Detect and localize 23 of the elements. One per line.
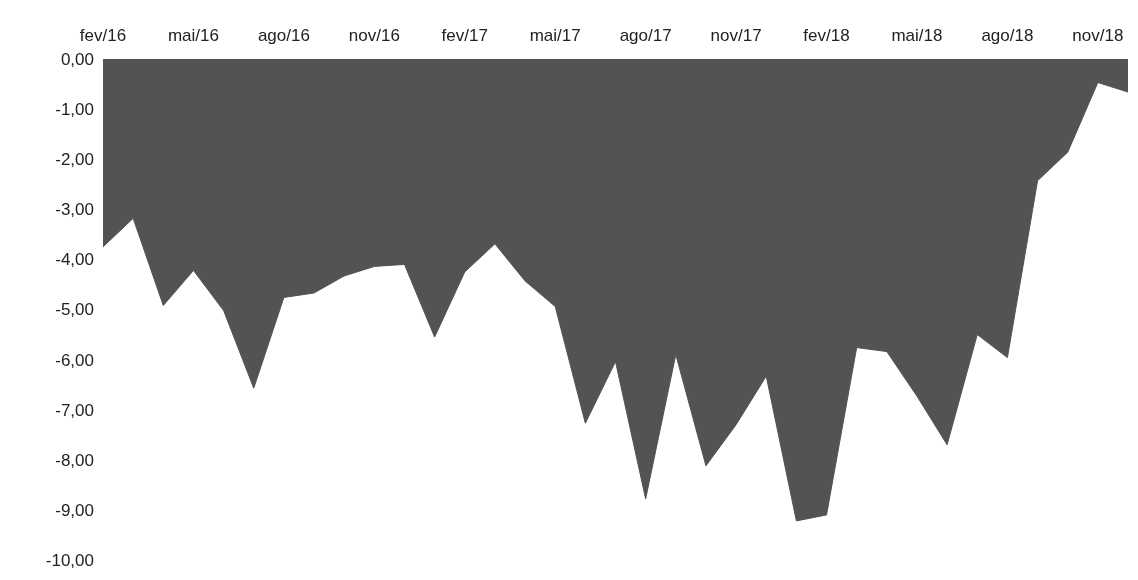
x-tick-label: mai/16 [167,25,219,45]
y-tick-label: 0,00 [60,49,94,69]
x-tick-label: fev/17 [441,25,488,45]
y-tick-label: -10,00 [45,550,94,570]
x-tick-label: fev/16 [79,25,127,45]
x-tick-label: ago/17 [619,25,672,45]
y-tick-label: -5,00 [55,300,94,320]
x-tick-label: nov/18 [1072,25,1124,45]
x-tick-label: mai/18 [891,25,943,45]
y-tick-label: -8,00 [55,450,94,470]
x-tick-label: ago/18 [981,25,1034,45]
y-tick-label: -3,00 [55,200,94,220]
y-tick-label: -7,00 [55,400,94,420]
x-tick-label: nov/16 [348,25,400,45]
y-tick-label: -2,00 [55,150,94,170]
x-tick-label: ago/16 [257,25,310,45]
x-tick-label: mai/17 [529,25,581,45]
y-tick-label: -9,00 [55,500,94,520]
y-tick-label: -1,00 [55,100,94,120]
x-tick-label: nov/17 [710,25,762,45]
x-tick-label: fev/18 [803,25,850,45]
y-tick-label: -4,00 [55,250,94,270]
y-tick-label: -6,00 [55,350,94,370]
